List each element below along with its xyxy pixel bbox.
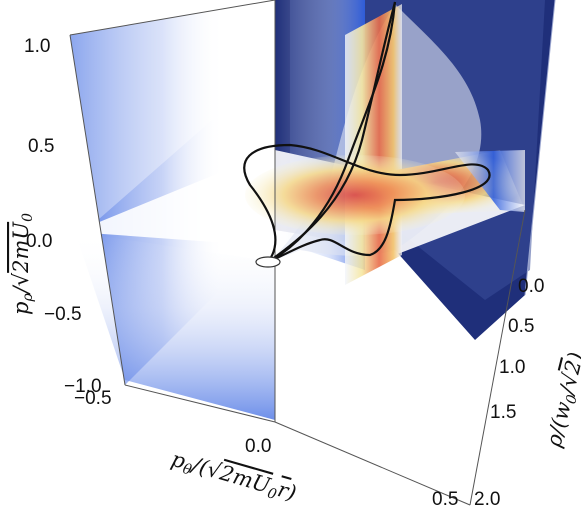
y-tick-label: 0.5 xyxy=(508,316,534,337)
x-tick-label: 0.5 xyxy=(432,489,458,510)
y-axis-title: ρ/(w0/√2) xyxy=(541,350,581,451)
z-tick-label: −1.0 xyxy=(64,376,102,397)
y-tick-label: 1.0 xyxy=(499,357,525,378)
z-tick-label: 0.5 xyxy=(28,136,54,157)
y-tick-label: 0.0 xyxy=(518,276,544,297)
z-tick-label: −0.5 xyxy=(44,304,82,325)
left-wall-white-band xyxy=(70,0,275,240)
trajectory-curves xyxy=(243,1,491,264)
density-center-blob xyxy=(245,155,465,235)
z-axis-title: pρ/√2mU0 xyxy=(9,213,36,315)
box-edges xyxy=(69,0,556,506)
z-tick-label: 1.0 xyxy=(24,36,50,57)
y-tick-label: 2.0 xyxy=(474,489,500,510)
x-axis-title: pθ/(√2mU0r) xyxy=(168,447,299,508)
lower-left-projection xyxy=(75,232,275,420)
trajectory-origin-marker xyxy=(255,256,281,268)
z-axis: 1.0 0.5 0.0 −0.5 −1.0 pρ/√2mU0 xyxy=(9,36,102,397)
y-tick-label: 1.5 xyxy=(490,402,516,423)
y-axis: 0.0 0.5 1.0 1.5 2.0 ρ/(w0/√2) xyxy=(474,276,581,510)
z-tick-label: 0.0 xyxy=(26,231,52,252)
x-tick-label: 0.0 xyxy=(245,436,271,457)
x-tick-label: −0.5 xyxy=(74,388,112,409)
